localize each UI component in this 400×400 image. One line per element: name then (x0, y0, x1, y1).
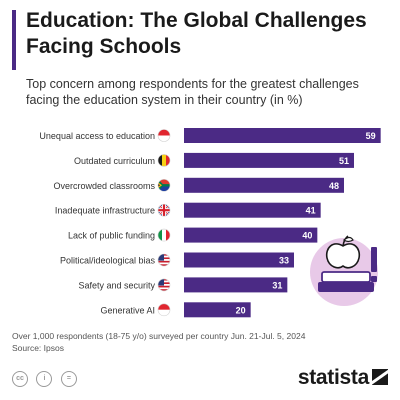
footnote-block: Over 1,000 respondents (18-75 y/o) surve… (12, 330, 392, 354)
category-label: Unequal access to education (39, 131, 155, 141)
bar (184, 302, 251, 318)
category-label: Overcrowded classrooms (53, 181, 155, 191)
bar (184, 277, 288, 293)
book-top (321, 271, 371, 283)
statista-mark-icon (372, 369, 388, 385)
bar (184, 128, 381, 143)
bar-chart: Unequal access to education 59 Outdated cu… (39, 128, 381, 318)
flag-united-states-icon (157, 253, 171, 267)
title-accent-bar (12, 10, 16, 70)
value-label: 31 (272, 280, 282, 290)
exclamation-dot-icon (371, 276, 377, 282)
category-label: Generative AI (100, 305, 155, 315)
flag-indonesia-icon (157, 129, 171, 142)
value-label: 48 (329, 181, 339, 191)
brand-name: statista (297, 366, 369, 389)
bar (184, 177, 344, 193)
bar (184, 252, 294, 268)
bar (184, 227, 318, 243)
statista-logo[interactable]: statista (298, 366, 388, 390)
chart-title: Education: The Global Challenges Facing … (26, 9, 367, 58)
category-label: Political/ideological bias (60, 256, 156, 266)
survey-note: Over 1,000 respondents (18-75 y/o) surve… (12, 331, 306, 341)
license-icons: cc i = (12, 370, 81, 390)
apple-leaf-icon (343, 236, 354, 243)
by-icon[interactable]: i (36, 370, 53, 387)
chart-subtitle: Top concern among respondents for the gr… (26, 77, 359, 107)
category-label: Safety and security (78, 280, 155, 290)
value-label: 40 (302, 231, 312, 241)
flag-belgium-icon (157, 154, 171, 167)
value-label: 51 (339, 156, 349, 166)
source-note: Source: Ipsos (12, 343, 64, 353)
flag-singapore-icon (157, 303, 171, 317)
flag-united-states-icon (157, 278, 171, 292)
exclamation-bar-icon (371, 247, 377, 272)
flag-south-africa-icon (157, 179, 171, 192)
value-label: 41 (306, 206, 316, 216)
bar (184, 152, 354, 168)
flag-italy-icon (157, 228, 171, 242)
school-illustration (310, 235, 378, 306)
book-bottom (318, 282, 374, 292)
category-label: Lack of public funding (68, 231, 155, 241)
value-label: 59 (366, 131, 376, 141)
bar (184, 202, 321, 218)
apple-icon (325, 243, 361, 269)
flag-great-britain-icon (157, 203, 171, 217)
category-label: Outdated curriculum (74, 156, 155, 166)
cc-icon[interactable]: cc (12, 370, 28, 387)
value-label: 33 (279, 256, 289, 266)
equal-icon[interactable]: = (60, 370, 77, 387)
category-label: Inadequate infrastructure (55, 206, 155, 216)
value-label: 20 (236, 305, 246, 315)
